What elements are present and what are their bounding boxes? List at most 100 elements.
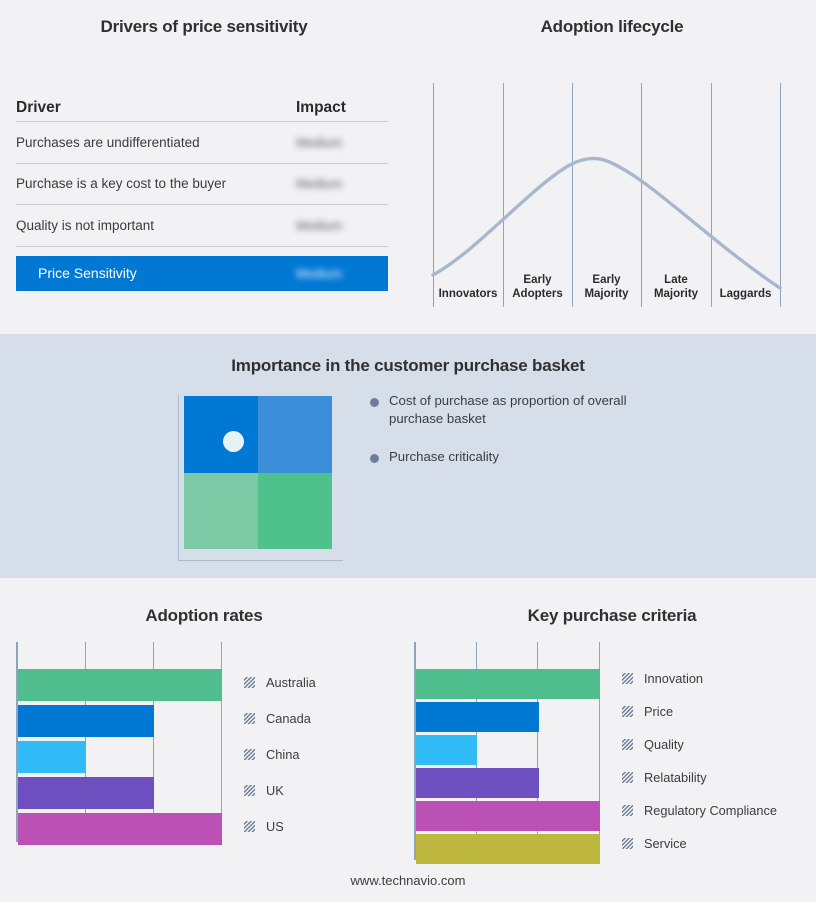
- table-row: Purchases are undifferentiated Medium: [16, 122, 388, 164]
- importance-panel-title: Importance in the customer purchase bask…: [231, 356, 585, 375]
- drivers-table-header: Driver Impact: [16, 88, 388, 122]
- adoption-rates-panel: Adoption rates Australia Canada China UK US: [0, 578, 408, 878]
- legend-label: Cost of purchase as proportion of overal…: [389, 393, 627, 426]
- gridline: [537, 642, 538, 860]
- legend-label: Regulatory Compliance: [644, 803, 778, 818]
- quadrant-bottom-right: [258, 472, 332, 549]
- bar-row: [416, 768, 539, 798]
- bar-row: [416, 669, 600, 699]
- key-purchase-criteria-title: Key purchase criteria: [527, 606, 697, 625]
- position-marker-dot: [223, 431, 244, 452]
- price-sensitivity-summary-row: Price Sensitivity Medium: [16, 255, 388, 291]
- hatched-swatch-icon: [622, 706, 633, 717]
- stage-label-text: Laggards: [719, 287, 772, 300]
- legend-item: UK: [244, 772, 316, 808]
- stage-label-early-adopters: Early Adopters: [503, 274, 572, 301]
- legend-label: Australia: [266, 674, 316, 690]
- quadrant-cells: [184, 396, 332, 549]
- bar-row: [416, 834, 600, 864]
- adoption-lifecycle-panel: Adoption lifecycle Innovators E: [408, 0, 816, 334]
- gridline: [153, 642, 154, 842]
- bell-curve-path: [431, 156, 782, 290]
- impact-value-redacted: Medium: [296, 217, 343, 233]
- bar-row: [416, 702, 539, 732]
- adoption-rates-chart: Australia Canada China UK US: [16, 642, 406, 845]
- list-item: Cost of purchase as proportion of overal…: [370, 392, 670, 427]
- stage-label-line2: Majority: [653, 287, 699, 300]
- stage-dividers: [433, 83, 781, 307]
- lifecycle-panel-title: Adoption lifecycle: [540, 17, 684, 36]
- legend-label: US: [266, 818, 284, 834]
- hatched-swatch-icon: [244, 676, 255, 688]
- legend-label: Purchase criticality: [389, 449, 499, 464]
- bullet-icon: [370, 454, 379, 463]
- importance-in-purchase-basket-panel: Importance in the customer purchase bask…: [0, 334, 816, 578]
- quadrant-top-right: [258, 396, 332, 473]
- bar-row: [18, 741, 86, 773]
- hatched-swatch-icon: [244, 820, 255, 832]
- hatched-swatch-icon: [622, 805, 633, 816]
- legend-label: Price: [644, 704, 674, 719]
- stage-label-line1: Late: [664, 274, 688, 286]
- table-row: Quality is not important Medium: [16, 205, 388, 247]
- hatched-swatch-icon: [622, 772, 633, 783]
- key-purchase-criteria-chart: Innovation Price Quality Relatability Regula…: [414, 642, 814, 864]
- stage-label-line1: Early: [523, 274, 552, 286]
- bar-row: [18, 705, 154, 737]
- summary-label: Price Sensitivity: [38, 265, 137, 281]
- legend-item: Service: [622, 827, 777, 860]
- criteria-legend: Innovation Price Quality Relatability Regula…: [622, 642, 777, 860]
- stage-label-innovators: Innovators: [433, 288, 503, 302]
- column-header-impact: Impact: [296, 99, 346, 116]
- gridline: [221, 642, 222, 842]
- legend-item: US: [244, 808, 316, 844]
- adoption-rates-title: Adoption rates: [145, 606, 263, 625]
- drivers-panel-title: Drivers of price sensitivity: [100, 17, 308, 36]
- importance-legend: Cost of purchase as proportion of overal…: [370, 392, 670, 487]
- quadrant-axes: [178, 395, 343, 561]
- key-purchase-criteria-panel: Key purchase criteria Innovation Price Qua…: [408, 578, 816, 878]
- driver-name: Quality is not important: [16, 217, 155, 233]
- lifecycle-svg: [431, 83, 782, 307]
- legend-label: Relatability: [644, 770, 707, 785]
- impact-value-redacted: Medium: [296, 176, 343, 192]
- bullet-icon: [370, 398, 379, 407]
- legend-label: Quality: [644, 737, 684, 752]
- legend-label: China: [266, 746, 300, 762]
- impact-value-redacted: Medium: [296, 134, 343, 150]
- legend-item: Regulatory Compliance: [622, 794, 777, 827]
- legend-item: Quality: [622, 728, 777, 761]
- stage-label-laggards: Laggards: [711, 288, 780, 302]
- hatched-swatch-icon: [244, 712, 255, 724]
- legend-item: Price: [622, 695, 777, 728]
- drivers-of-price-sensitivity-panel: Drivers of price sensitivity Driver Impa…: [0, 0, 408, 334]
- stage-label-late-majority: Late Majority: [641, 274, 711, 301]
- legend-item: Canada: [244, 700, 316, 736]
- hatched-swatch-icon: [622, 739, 633, 750]
- legend-label: Canada: [266, 710, 311, 726]
- bar-row: [18, 669, 222, 701]
- bar-row: [18, 813, 222, 845]
- column-header-driver: Driver: [16, 99, 61, 116]
- bar-row: [416, 735, 478, 765]
- legend-label: UK: [266, 782, 284, 798]
- hatched-swatch-icon: [244, 748, 255, 760]
- footer-url: www.technavio.com: [350, 873, 466, 888]
- summary-impact-redacted: Medium: [296, 265, 343, 281]
- driver-name: Purchases are undifferentiated: [16, 134, 200, 150]
- stage-label-text: Innovators: [438, 287, 498, 300]
- adoption-rates-legend: Australia Canada China UK US: [244, 642, 316, 844]
- legend-item: Australia: [244, 664, 316, 700]
- legend-item: Relatability: [622, 761, 777, 794]
- list-item: Purchase criticality: [370, 448, 670, 466]
- quadrant-bottom-left: [184, 472, 258, 549]
- table-row: Purchase is a key cost to the buyer Medi…: [16, 164, 388, 205]
- gridline: [599, 642, 600, 860]
- stage-label-early-majority: Early Majority: [572, 274, 641, 301]
- hatched-swatch-icon: [622, 673, 633, 684]
- driver-name: Purchase is a key cost to the buyer: [16, 176, 227, 192]
- legend-item: China: [244, 736, 316, 772]
- stage-label-line1: Early: [592, 274, 621, 286]
- legend-label: Service: [644, 836, 687, 851]
